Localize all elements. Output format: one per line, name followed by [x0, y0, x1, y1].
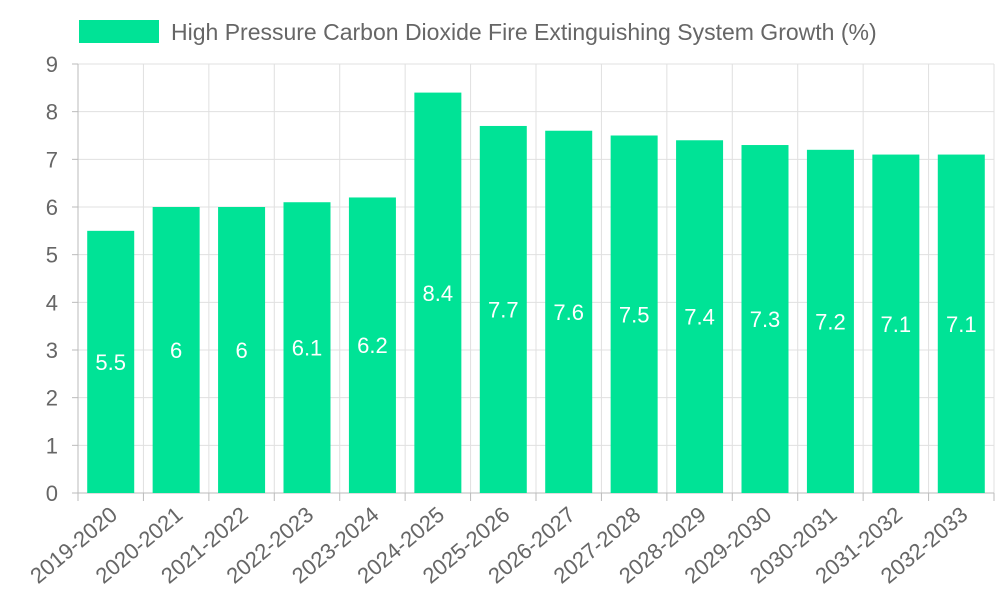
- bar[interactable]: [806, 149, 854, 494]
- data-label: 7.1: [946, 312, 977, 337]
- bar[interactable]: [872, 154, 920, 494]
- y-tick-label: 0: [46, 481, 58, 506]
- bar[interactable]: [545, 130, 593, 493]
- data-label: 6: [170, 338, 182, 363]
- bar[interactable]: [741, 145, 789, 494]
- y-tick-label: 4: [46, 290, 58, 315]
- bar[interactable]: [676, 140, 724, 493]
- data-label: 6.1: [292, 336, 323, 361]
- data-label: 7.7: [488, 297, 519, 322]
- data-label: 8.4: [423, 281, 454, 306]
- bar[interactable]: [283, 202, 331, 493]
- y-tick-label: 1: [46, 433, 58, 458]
- legend-label: High Pressure Carbon Dioxide Fire Exting…: [171, 19, 877, 45]
- bar[interactable]: [479, 125, 527, 493]
- bar[interactable]: [348, 197, 396, 493]
- data-label: 7.5: [619, 302, 650, 327]
- bar[interactable]: [152, 207, 200, 493]
- bar[interactable]: [610, 135, 658, 494]
- y-tick-label: 3: [46, 338, 58, 363]
- data-label: 7.3: [750, 307, 781, 332]
- y-tick-label: 2: [46, 386, 58, 411]
- y-tick-label: 5: [46, 243, 58, 268]
- legend-swatch: [79, 20, 159, 43]
- data-label: 6.2: [357, 333, 388, 358]
- data-label: 5.5: [95, 350, 126, 375]
- bar[interactable]: [937, 154, 985, 494]
- bar[interactable]: [87, 230, 135, 494]
- bar[interactable]: [218, 207, 266, 493]
- y-tick-label: 6: [46, 195, 58, 220]
- bar[interactable]: [414, 92, 462, 493]
- data-label: 6: [235, 338, 247, 363]
- y-axis-ticks: 0 1 2 3 4 5 6 7 8 9: [46, 52, 58, 506]
- data-label: 7.4: [684, 305, 715, 330]
- data-label: 7.6: [553, 300, 584, 325]
- y-tick-label: 8: [46, 100, 58, 125]
- legend[interactable]: High Pressure Carbon Dioxide Fire Exting…: [79, 19, 877, 45]
- axes: [72, 63, 995, 501]
- y-tick-label: 9: [46, 52, 58, 77]
- y-tick-label: 7: [46, 147, 58, 172]
- data-label: 7.1: [881, 312, 912, 337]
- data-label: 7.2: [815, 309, 846, 334]
- x-axis-ticks: 2019-20202020-20212021-20222022-20232023…: [25, 502, 972, 589]
- bars: 5.5 6 6 6.1 6.2 8.4 7.7 7.6 7.5 7.4 7.3 7.2 7.1 7.1: [87, 92, 985, 494]
- grid: [77, 63, 995, 494]
